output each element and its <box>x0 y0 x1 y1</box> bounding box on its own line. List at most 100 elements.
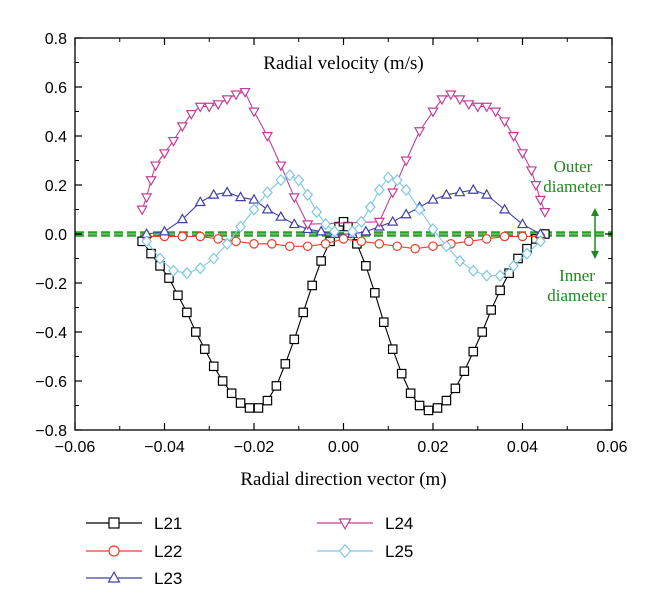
data-point-l25 <box>494 269 506 282</box>
data-point-l21 <box>244 403 255 413</box>
legend-item-l25: L25 <box>317 542 413 561</box>
series-l25 <box>141 169 546 282</box>
data-point-l22 <box>374 239 385 249</box>
legend-marker <box>107 571 121 583</box>
data-point-l21 <box>182 307 192 318</box>
data-point-l24 <box>534 195 547 206</box>
data-point-l25 <box>168 264 179 277</box>
data-point-l22 <box>517 231 528 242</box>
data-point-l24 <box>221 95 233 106</box>
data-point-l25 <box>355 215 367 228</box>
x-tick-label: 0.06 <box>596 439 627 456</box>
inner-diameter-label: Inner diameter <box>547 266 607 305</box>
y-tick-label: 0.2 <box>45 178 67 195</box>
data-point-l25 <box>382 171 394 184</box>
data-point-l24 <box>230 90 242 101</box>
data-point-l21 <box>217 376 228 386</box>
data-point-l24 <box>507 132 520 143</box>
data-point-l23 <box>208 188 220 199</box>
data-point-l25 <box>208 252 220 265</box>
data-point-l25 <box>400 183 412 197</box>
diameter-arrow-down-head <box>591 251 599 259</box>
data-point-l21 <box>289 334 300 345</box>
data-point-l25 <box>427 222 439 236</box>
data-point-l21 <box>387 344 398 354</box>
data-point-l23 <box>275 210 287 221</box>
data-point-l24 <box>194 102 206 113</box>
data-point-l23 <box>400 208 412 219</box>
data-point-l22 <box>320 239 331 249</box>
data-point-l21 <box>173 290 183 301</box>
y-tick-label: 0.6 <box>45 80 67 97</box>
data-point-l22 <box>410 243 420 254</box>
data-point-l25 <box>320 218 332 231</box>
data-point-l25 <box>221 237 233 250</box>
series-l23 <box>140 183 547 238</box>
data-point-l24 <box>275 161 287 172</box>
y-tick-label: −0.6 <box>35 374 67 391</box>
data-point-l24 <box>158 149 171 160</box>
y-tick-label: 0.8 <box>45 31 67 48</box>
data-point-l21 <box>226 388 237 399</box>
data-point-l21 <box>280 359 291 369</box>
data-point-l25 <box>441 240 452 253</box>
data-point-l24 <box>498 117 511 128</box>
data-point-l25 <box>311 205 323 219</box>
data-point-l25 <box>235 220 246 233</box>
data-point-l24 <box>516 149 529 160</box>
data-point-l24 <box>454 95 466 106</box>
data-point-l24 <box>481 102 493 113</box>
data-point-l25 <box>141 235 153 248</box>
data-point-l23 <box>221 186 233 197</box>
data-point-l21 <box>396 368 407 379</box>
data-point-l24 <box>427 107 439 118</box>
data-point-l22 <box>249 239 259 249</box>
y-tick-label: −0.4 <box>35 325 67 342</box>
data-point-l21 <box>450 383 461 394</box>
legend-label: L23 <box>154 569 182 588</box>
data-point-l25 <box>275 173 287 187</box>
legend-label: L22 <box>154 542 182 561</box>
data-point-l21 <box>370 288 380 298</box>
x-tick-label: 0.02 <box>417 439 448 456</box>
data-point-l21 <box>271 381 282 391</box>
data-point-l21 <box>253 403 264 413</box>
data-point-l25 <box>467 264 479 277</box>
data-point-l25 <box>454 254 466 268</box>
series-line-l25 <box>146 174 541 277</box>
legend-label: L24 <box>385 514 413 533</box>
legend-marker <box>108 517 120 529</box>
data-point-l24 <box>261 132 274 143</box>
data-point-l24 <box>400 156 412 167</box>
data-point-l21 <box>378 317 389 327</box>
data-point-l21 <box>307 280 317 291</box>
legend-label: L21 <box>154 514 182 533</box>
data-point-l21 <box>405 388 416 399</box>
data-point-l22 <box>428 241 438 252</box>
legend-item-l22: L22 <box>86 542 182 561</box>
data-point-l21 <box>235 398 246 408</box>
data-point-l24 <box>445 90 457 101</box>
data-point-l21 <box>495 285 505 296</box>
chart-title: Radial velocity (m/s) <box>263 53 423 74</box>
data-point-l25 <box>373 183 385 197</box>
data-point-l25 <box>534 235 546 248</box>
data-point-l22 <box>463 236 474 247</box>
data-point-l23 <box>440 188 453 199</box>
data-point-l22 <box>195 231 206 242</box>
data-point-l24 <box>176 122 189 133</box>
legend-marker <box>338 518 352 530</box>
data-point-l23 <box>194 196 206 207</box>
data-point-l23 <box>315 225 327 236</box>
data-point-l21 <box>477 327 488 337</box>
data-point-l23 <box>516 218 529 229</box>
data-point-l25 <box>262 186 273 199</box>
data-point-l22 <box>481 234 492 244</box>
data-point-l23 <box>387 215 399 226</box>
data-point-l23 <box>158 225 171 236</box>
data-point-l22 <box>338 234 349 244</box>
data-point-l24 <box>248 107 260 118</box>
x-axis-title: Radial direction vector (m) <box>240 469 446 490</box>
data-point-l21 <box>441 395 452 406</box>
